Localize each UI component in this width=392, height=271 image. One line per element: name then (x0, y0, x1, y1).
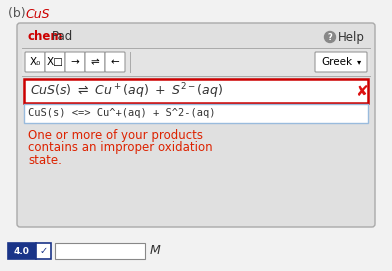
FancyBboxPatch shape (17, 23, 375, 227)
FancyBboxPatch shape (45, 52, 65, 72)
Text: $\mathit{CuS(s)}\ \rightleftharpoons\ \mathit{Cu^+(aq)\ +\ S^{2-}(aq)}$: $\mathit{CuS(s)}\ \rightleftharpoons\ \m… (30, 81, 223, 101)
FancyBboxPatch shape (85, 52, 105, 72)
Bar (22, 48, 370, 76)
Text: state.: state. (28, 154, 62, 167)
Text: X□: X□ (47, 57, 64, 67)
Text: →: → (71, 57, 79, 67)
Text: ✓: ✓ (40, 246, 47, 256)
Text: Pad: Pad (52, 31, 73, 44)
Text: X₀: X₀ (29, 57, 41, 67)
Text: One or more of your products: One or more of your products (28, 128, 203, 141)
Text: (b): (b) (8, 8, 30, 21)
Text: ✘: ✘ (356, 83, 368, 98)
Bar (24, 79, 368, 103)
Bar (8, 243, 36, 259)
Text: ?: ? (328, 33, 332, 41)
Text: ⇌: ⇌ (91, 57, 100, 67)
Text: ▾: ▾ (357, 57, 361, 66)
Text: 4.0: 4.0 (14, 247, 30, 256)
Bar (36, 243, 51, 259)
Text: M: M (150, 244, 161, 257)
FancyBboxPatch shape (315, 52, 367, 72)
Text: CuS: CuS (25, 8, 49, 21)
FancyBboxPatch shape (65, 52, 85, 72)
Text: contains an improper oxidation: contains an improper oxidation (28, 141, 212, 154)
Text: ←: ← (111, 57, 120, 67)
Text: chem: chem (28, 31, 64, 44)
FancyBboxPatch shape (25, 52, 45, 72)
Text: Greek: Greek (321, 57, 352, 67)
Text: CuS(s) <=> Cu^+(aq) + S^2-(aq): CuS(s) <=> Cu^+(aq) + S^2-(aq) (28, 108, 216, 118)
Text: Help: Help (338, 31, 365, 44)
Circle shape (325, 31, 336, 43)
FancyBboxPatch shape (105, 52, 125, 72)
Bar (24, 104, 368, 123)
Bar (55, 243, 145, 259)
